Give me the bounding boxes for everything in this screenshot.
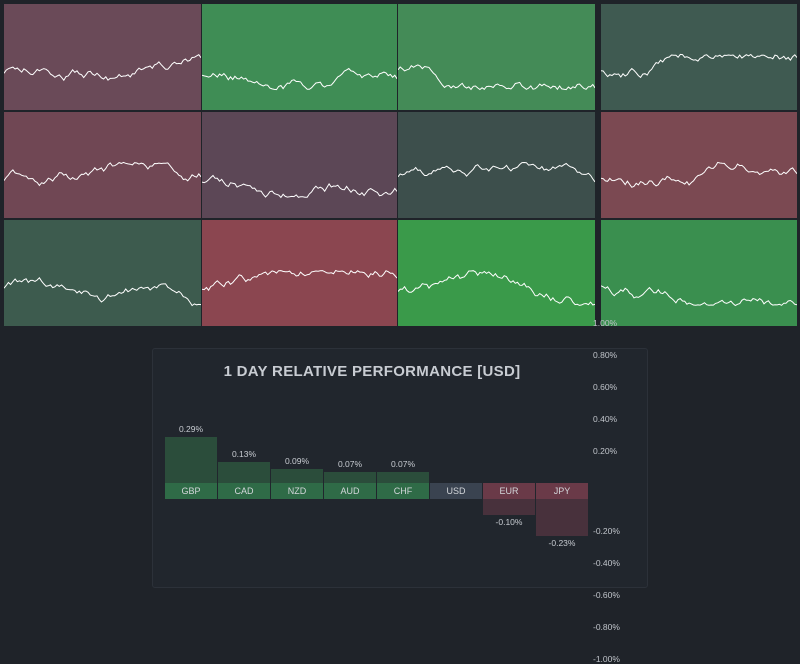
bar-eur (483, 499, 535, 515)
tile-sparkline (4, 277, 201, 307)
tile-eur-gbp[interactable] (202, 220, 397, 326)
tile-sparkline (601, 285, 797, 307)
y-axis-tick: 0.40% (593, 414, 618, 424)
y-axis-tick: 0.60% (593, 382, 618, 392)
bar-value-cad: 0.13% (231, 449, 257, 460)
y-axis-tick: -0.60% (593, 590, 620, 600)
bar-label-nzd: NZD (271, 483, 323, 499)
bar-label-usd: USD (430, 483, 482, 499)
bar-value-jpy: -0.23% (548, 537, 576, 548)
tile-sparkline (398, 64, 595, 91)
bar-label-jpy: JPY (536, 483, 588, 499)
tile-gold[interactable] (601, 112, 797, 218)
y-axis-tick: 1.00% (593, 318, 618, 328)
tile-btc-usd[interactable] (601, 220, 797, 326)
bar-value-nzd: 0.09% (284, 455, 310, 466)
tile-usd-jpy[interactable] (398, 4, 595, 110)
tile-gbp-usd[interactable] (202, 4, 397, 110)
tile-sparkline (202, 269, 397, 292)
bar-value-gbp: 0.29% (178, 423, 204, 434)
y-axis-tick: 0.80% (593, 350, 618, 360)
bar-gbp (165, 436, 217, 483)
bar-label-chf: CHF (377, 483, 429, 499)
bar-label-cad: CAD (218, 483, 270, 499)
tile-sparkline (398, 161, 595, 183)
relative-performance-panel: 1 DAY RELATIVE PERFORMANCE [USD] 1.00% 0.… (152, 318, 648, 664)
tile-aud-usd[interactable] (398, 112, 595, 218)
bar-jpy (536, 499, 588, 536)
bar-nzd (271, 468, 323, 483)
performance-title: 1 DAY RELATIVE PERFORMANCE [USD] (223, 363, 521, 380)
bar-chf (377, 471, 429, 483)
tile-sparkline (398, 270, 595, 306)
tile-eur-usd[interactable] (4, 4, 201, 110)
bar-value-eur: -0.10% (495, 517, 523, 527)
bar-label-aud: AUD (324, 483, 376, 499)
tile-usd-cad[interactable] (4, 112, 201, 218)
bar-aud (324, 471, 376, 483)
tile-sparkline (202, 174, 397, 199)
y-axis-tick: -0.40% (593, 558, 620, 568)
bar-value-aud: 0.07% (337, 458, 363, 469)
y-axis-tick: -1.00% (593, 654, 620, 664)
y-axis-tick: -0.20% (593, 526, 620, 536)
y-axis-tick: 0.20% (593, 446, 618, 456)
tile-crude-oil-wti[interactable] (601, 4, 797, 110)
bar-value-chf: 0.07% (390, 458, 416, 469)
tile-usd-chf[interactable] (202, 112, 397, 218)
bar-label-eur: EUR (483, 483, 535, 499)
bar-cad (218, 462, 270, 483)
bar-label-gbp: GBP (165, 483, 217, 499)
tile-sparkline (601, 161, 797, 188)
y-axis-tick: -0.80% (593, 622, 620, 632)
tile-gbp-jpy[interactable] (398, 220, 595, 326)
tile-sparkline (202, 67, 397, 91)
tile-sparkline (4, 161, 201, 187)
tile-sparkline (4, 54, 201, 82)
tile-sparkline (601, 53, 797, 79)
tile-nzd-usd[interactable] (4, 220, 201, 326)
